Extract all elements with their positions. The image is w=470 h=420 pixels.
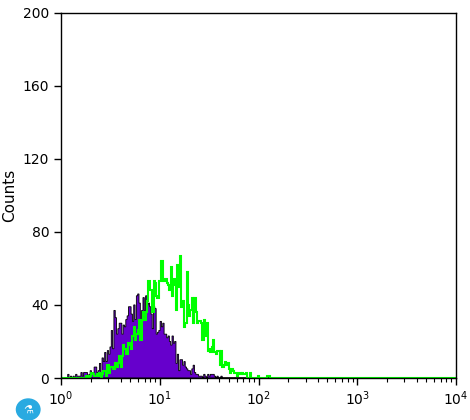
Y-axis label: Counts: Counts <box>2 169 17 222</box>
Polygon shape <box>61 294 456 378</box>
Text: ⚗: ⚗ <box>23 404 33 415</box>
